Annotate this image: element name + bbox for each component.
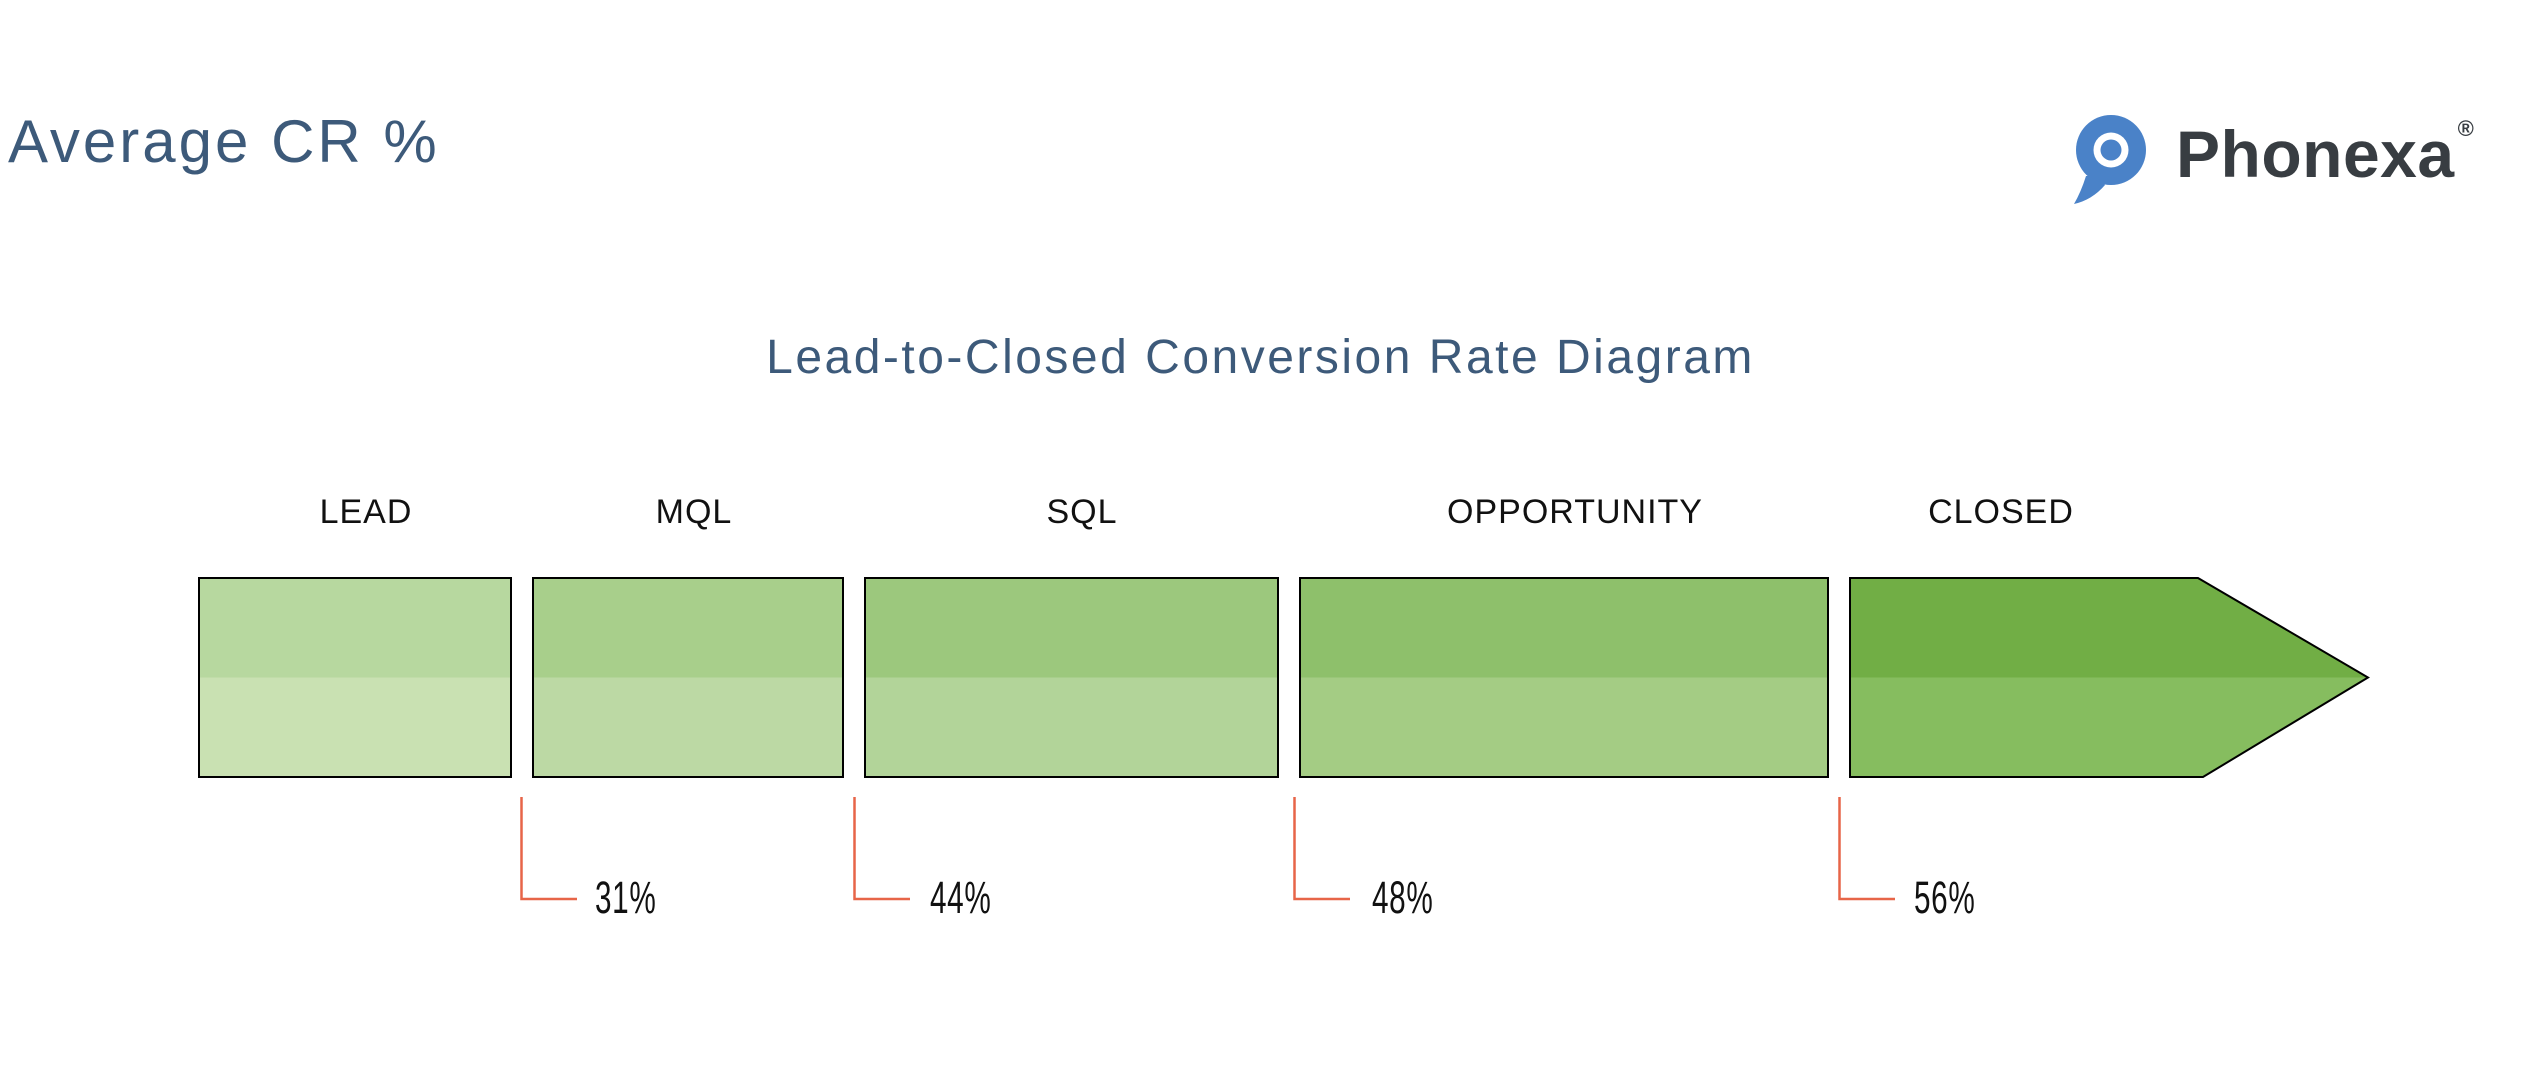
conversion-value-sql-opportunity: 48% bbox=[1372, 872, 1434, 923]
phonexa-pin-icon bbox=[2074, 115, 2146, 204]
connector-line-lead-mql bbox=[520, 797, 577, 901]
registered-trademark-symbol: ® bbox=[2457, 116, 2474, 141]
stage-label-mql: MQL bbox=[655, 493, 733, 531]
connector-line-mql-sql bbox=[853, 797, 910, 901]
stage-box-opportunity bbox=[1299, 577, 1829, 778]
stage-label-opportunity: OPPORTUNITY bbox=[1447, 493, 1703, 531]
stage-box-sql bbox=[864, 577, 1279, 778]
stage-label-lead: LEAD bbox=[319, 493, 413, 531]
diagram-title: Lead-to-Closed Conversion Rate Diagram bbox=[766, 331, 1755, 384]
conversion-value-lead-mql: 31% bbox=[595, 872, 657, 923]
page-title: Average CR % bbox=[8, 108, 440, 175]
connector-line-sql-opportunity bbox=[1293, 797, 1350, 901]
conversion-value-opportunity-closed: 56% bbox=[1914, 872, 1976, 923]
stage-arrow-closed bbox=[1849, 577, 2370, 778]
logo-brand-text: Phonexa bbox=[2176, 117, 2455, 191]
conversion-value-mql-sql: 44% bbox=[930, 872, 992, 923]
stage-label-closed: CLOSED bbox=[1928, 493, 2074, 531]
phonexa-logo: Phonexa ® bbox=[2072, 104, 2474, 208]
connector-line-opportunity-closed bbox=[1838, 797, 1895, 901]
stage-box-lead bbox=[198, 577, 512, 778]
stage-box-mql bbox=[532, 577, 844, 778]
stage-label-sql: SQL bbox=[1046, 493, 1118, 531]
